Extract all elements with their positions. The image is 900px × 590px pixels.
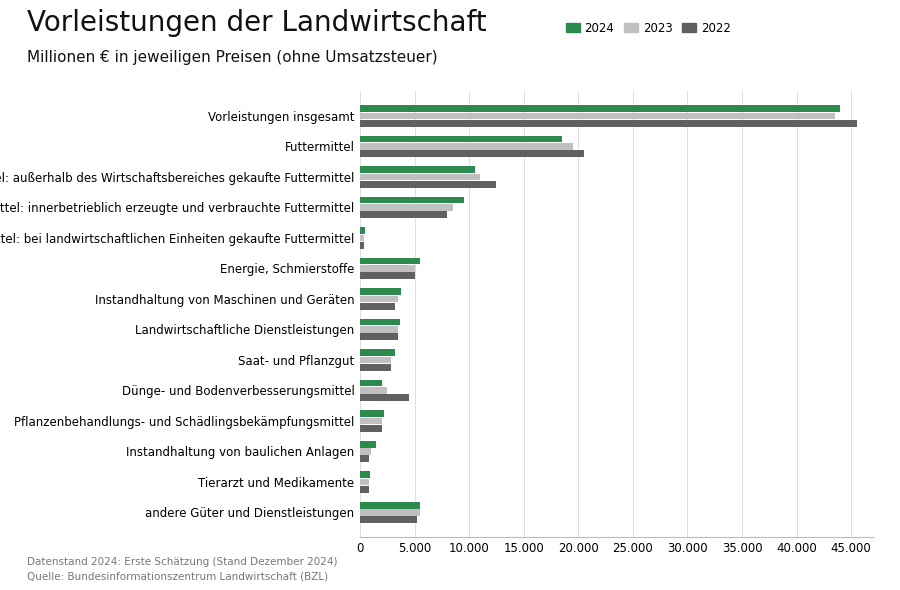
Bar — [360, 478, 369, 486]
Bar — [360, 273, 415, 279]
Bar — [360, 326, 398, 333]
Bar — [360, 502, 420, 509]
Bar — [360, 181, 497, 188]
Bar — [360, 258, 420, 264]
Bar — [360, 136, 562, 142]
Bar — [360, 425, 382, 432]
Text: Vorleistungen der Landwirtschaft: Vorleistungen der Landwirtschaft — [27, 9, 487, 37]
Bar — [360, 296, 398, 302]
Bar — [360, 486, 369, 493]
Bar — [360, 380, 382, 386]
Bar — [360, 387, 387, 394]
Bar — [360, 227, 365, 234]
Bar — [360, 150, 584, 157]
Bar — [360, 105, 841, 112]
Bar — [360, 211, 447, 218]
Bar — [360, 173, 480, 180]
Bar — [360, 204, 453, 211]
Bar — [360, 356, 391, 363]
Bar — [360, 120, 857, 126]
Bar — [360, 441, 376, 447]
Bar — [360, 349, 395, 356]
Bar — [360, 319, 400, 326]
Bar — [360, 516, 417, 523]
Bar — [360, 242, 364, 248]
Bar — [360, 395, 410, 401]
Bar — [360, 265, 415, 272]
Text: Datenstand 2024: Erste Schätzung (Stand Dezember 2024)
Quelle: Bundesinformation: Datenstand 2024: Erste Schätzung (Stand … — [27, 557, 338, 581]
Bar — [360, 143, 572, 150]
Bar — [360, 196, 464, 204]
Bar — [360, 303, 395, 310]
Bar — [360, 471, 370, 478]
Bar — [360, 289, 401, 295]
Bar — [360, 418, 382, 424]
Text: Millionen € in jeweiligen Preisen (ohne Umsatzsteuer): Millionen € in jeweiligen Preisen (ohne … — [27, 50, 437, 65]
Bar — [360, 235, 364, 241]
Bar — [360, 448, 371, 455]
Bar — [360, 364, 391, 371]
Bar — [360, 410, 384, 417]
Bar — [360, 166, 474, 173]
Legend: 2024, 2023, 2022: 2024, 2023, 2022 — [561, 17, 735, 40]
Bar — [360, 455, 369, 462]
Bar — [360, 333, 398, 340]
Bar — [360, 113, 835, 119]
Bar — [360, 509, 420, 516]
